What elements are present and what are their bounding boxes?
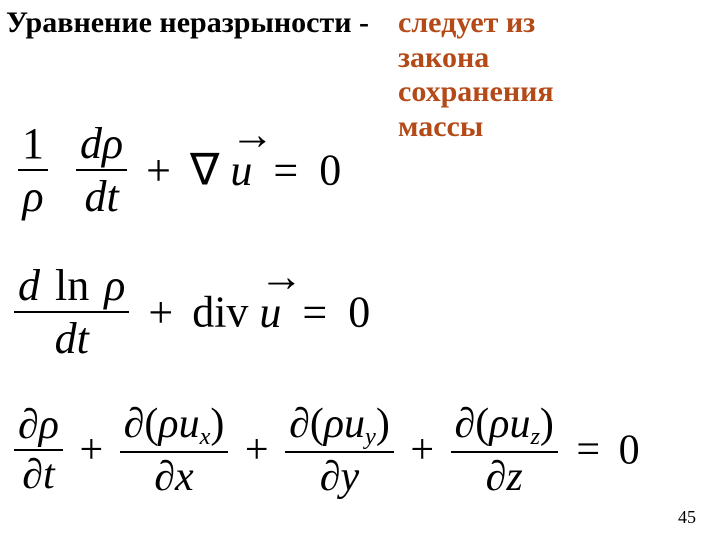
eq3-equals: = [568, 427, 608, 473]
eq3-term-x-num: ∂(ρux) [120, 400, 229, 451]
eq2-ln: ln [51, 261, 93, 310]
page-number: 45 [678, 507, 696, 528]
eq2-equals: = [292, 288, 337, 337]
eq2-u: u [259, 288, 281, 337]
eq3-plus-2: + [239, 427, 275, 473]
eq1-equals: = [263, 146, 308, 195]
eq1-frac2-num-rho: ρ [102, 119, 123, 168]
partial-icon: ∂ [289, 401, 310, 447]
rpar: ) [376, 401, 390, 447]
title-right-line-3: сохранения [398, 75, 554, 110]
eq1-frac-2: dρ dt [76, 118, 127, 222]
eq3-term-t-num: ∂ρ [14, 401, 63, 449]
eq3-rho: ρ [39, 402, 59, 448]
partial-icon: ∂ [124, 401, 145, 447]
eq3-term-z: ∂(ρuz) ∂z [451, 400, 558, 501]
eq1-frac2-num-d: d [80, 119, 102, 168]
eq3-u: u [509, 401, 530, 447]
eq2-zero: 0 [348, 288, 370, 337]
eq1-frac2-den: dt [76, 169, 127, 222]
eq1-zero: 0 [319, 146, 341, 195]
partial-icon: ∂ [455, 401, 476, 447]
eq3-term-x: ∂(ρux) ∂x [120, 400, 229, 501]
lpar: ( [475, 401, 489, 447]
lpar: ( [310, 401, 324, 447]
eq2-div: div [192, 288, 248, 337]
eq3-plus-1: + [73, 427, 109, 473]
eq3-term-z-den: ∂z [451, 451, 558, 501]
nabla-icon: ∇ [190, 146, 219, 195]
eq3-term-y-num: ∂(ρuy) [285, 400, 394, 451]
partial-icon: ∂ [22, 452, 43, 498]
eq3-u: u [344, 401, 365, 447]
title-left: Уравнение неразрыности - [6, 6, 369, 40]
rpar: ) [540, 401, 554, 447]
eq3-term-z-num: ∂(ρuz) [451, 400, 558, 451]
eq3-rho: ρ [489, 401, 509, 447]
eq3-sub-z: z [530, 423, 539, 450]
eq3-plus-3: + [404, 427, 440, 473]
eq3-t: t [43, 452, 55, 498]
eq3-y: y [340, 454, 359, 500]
partial-icon: ∂ [154, 454, 175, 500]
eq3-term-t: ∂ρ ∂t [14, 401, 63, 499]
eq3-rho: ρ [158, 401, 178, 447]
title-right-line-4: массы [398, 110, 554, 145]
partial-icon: ∂ [320, 454, 341, 500]
eq2-plus: + [140, 288, 181, 337]
eq3-term-t-den: ∂t [14, 449, 63, 499]
eq2-rho: ρ [104, 261, 125, 310]
equation-1: 1 ρ dρ dt + ∇ → u = 0 [18, 118, 341, 222]
eq2-d: d [18, 261, 40, 310]
eq1-frac1-num: 1 [18, 118, 48, 169]
lpar: ( [144, 401, 158, 447]
eq1-plus: + [138, 146, 179, 195]
eq2-frac-num: d ln ρ [14, 260, 129, 311]
title-right: следует из закона сохранения массы [398, 6, 554, 144]
eq3-term-y: ∂(ρuy) ∂y [285, 400, 394, 501]
eq3-sub-y: y [365, 423, 376, 450]
eq1-frac2-num: dρ [76, 118, 127, 169]
equation-2: d ln ρ dt + div → u = 0 [14, 260, 370, 364]
eq3-term-x-den: ∂x [120, 451, 229, 501]
eq3-x: x [175, 454, 194, 500]
partial-icon: ∂ [18, 402, 39, 448]
eq1-u: u [230, 146, 252, 195]
equation-3: ∂ρ ∂t + ∂(ρux) ∂x + ∂(ρuy) ∂y + [14, 400, 640, 501]
eq1-u-vector: → u [230, 145, 252, 196]
eq3-u: u [179, 401, 200, 447]
eq2-frac: d ln ρ dt [14, 260, 129, 364]
slide: Уравнение неразрыности - следует из зако… [0, 0, 720, 540]
title-right-line-1: следует из [398, 6, 554, 41]
eq3-z: z [506, 454, 522, 500]
eq3-rho: ρ [324, 401, 344, 447]
eq2-frac-den: dt [14, 311, 129, 364]
title-right-line-2: закона [398, 41, 554, 76]
eq1-frac-1: 1 ρ [18, 118, 48, 222]
eq3-sub-x: x [200, 423, 211, 450]
eq1-frac1-den: ρ [18, 169, 48, 222]
rpar: ) [210, 401, 224, 447]
eq3-term-y-den: ∂y [285, 451, 394, 501]
eq2-u-vector: → u [259, 287, 281, 338]
eq3-zero: 0 [619, 427, 640, 473]
partial-icon: ∂ [486, 454, 507, 500]
